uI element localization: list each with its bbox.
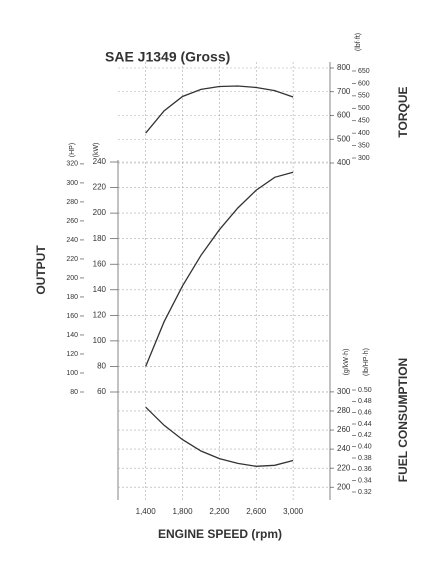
data-line	[145, 406, 294, 467]
y-tick-label: 500	[337, 134, 351, 143]
y2-tick-label: 100	[66, 370, 78, 377]
y2-tick-label: 650	[358, 68, 370, 75]
x-tick-label: 1,800	[173, 507, 194, 516]
y2-tick-label: 0.40	[358, 444, 372, 451]
y2-tick-label: 160	[66, 313, 78, 320]
x-tick-label: 2,600	[246, 507, 267, 516]
y-axis-label: (g/kW·h)	[343, 349, 350, 376]
y-tick-label: 260	[337, 425, 351, 434]
y-tick-label: 700	[337, 87, 351, 96]
y2-tick-label: 240	[66, 237, 78, 244]
y-tick-label: 600	[337, 111, 351, 120]
y2-tick-label: 600	[358, 80, 370, 87]
y-tick-label: 300	[337, 387, 351, 396]
y-tick-label: 800	[337, 63, 351, 72]
y2-tick-label: 0.38	[358, 455, 372, 462]
y2-tick-label: 180	[66, 294, 78, 301]
y2-tick-label: 120	[66, 351, 78, 358]
chart-title: SAE J1349 (Gross)	[105, 49, 230, 65]
y-axis-label: (kW)	[93, 143, 100, 158]
y2-tick-label: 500	[358, 105, 370, 112]
y2-tick-label: 0.44	[358, 421, 372, 428]
y-tick-label: 280	[337, 406, 351, 415]
y-tick-label: 220	[93, 183, 107, 192]
y-tick-label: 60	[97, 387, 106, 396]
y2-axis-label: (lbf·ft)	[355, 33, 362, 51]
y-tick-label: 160	[93, 259, 107, 268]
section-title: FUEL CONSUMPTION	[396, 358, 410, 482]
y2-tick-label: 0.50	[358, 387, 372, 394]
y2-tick-label: 400	[358, 130, 370, 137]
y2-tick-label: 0.48	[358, 398, 372, 405]
data-line	[145, 171, 294, 367]
data-line	[145, 85, 294, 134]
y2-tick-label: 0.32	[358, 489, 372, 496]
x-axis-title: ENGINE SPEED (rpm)	[158, 527, 282, 541]
y2-tick-label: 140	[66, 332, 78, 339]
section-title: OUTPUT	[34, 245, 48, 295]
y-tick-label: 400	[337, 158, 351, 167]
y-tick-label: 200	[337, 482, 351, 491]
y2-tick-label: 300	[66, 180, 78, 187]
y2-tick-label: 300	[358, 155, 370, 162]
y-tick-label: 200	[93, 208, 107, 217]
section-title: TORQUE	[396, 86, 410, 137]
y-tick-label: 120	[93, 310, 107, 319]
y-tick-label: 100	[93, 336, 107, 345]
y2-axis-label: (lb/HP·h)	[363, 348, 370, 376]
y2-tick-label: 0.34	[358, 478, 372, 485]
y-tick-label: 140	[93, 285, 107, 294]
y-tick-label: 240	[337, 444, 351, 453]
y2-tick-label: 350	[358, 142, 370, 149]
y2-tick-label: 260	[66, 218, 78, 225]
x-tick-label: 3,000	[283, 507, 304, 516]
x-tick-label: 2,200	[209, 507, 230, 516]
y2-tick-label: 0.36	[358, 466, 372, 473]
x-tick-label: 1,400	[136, 507, 157, 516]
y-tick-label: 240	[93, 157, 107, 166]
y2-tick-label: 200	[66, 275, 78, 282]
y2-tick-label: 220	[66, 256, 78, 263]
y2-axis-label: (HP)	[69, 143, 76, 157]
y2-tick-label: 0.46	[358, 410, 372, 417]
y2-tick-label: 0.42	[358, 432, 372, 439]
y2-tick-label: 320	[66, 161, 78, 168]
y2-tick-label: 450	[358, 118, 370, 125]
y2-tick-label: 550	[358, 93, 370, 100]
y-tick-label: 80	[97, 362, 106, 371]
y2-tick-label: 280	[66, 199, 78, 206]
y2-tick-label: 80	[70, 389, 78, 396]
y-tick-label: 220	[337, 463, 351, 472]
y-tick-label: 180	[93, 234, 107, 243]
